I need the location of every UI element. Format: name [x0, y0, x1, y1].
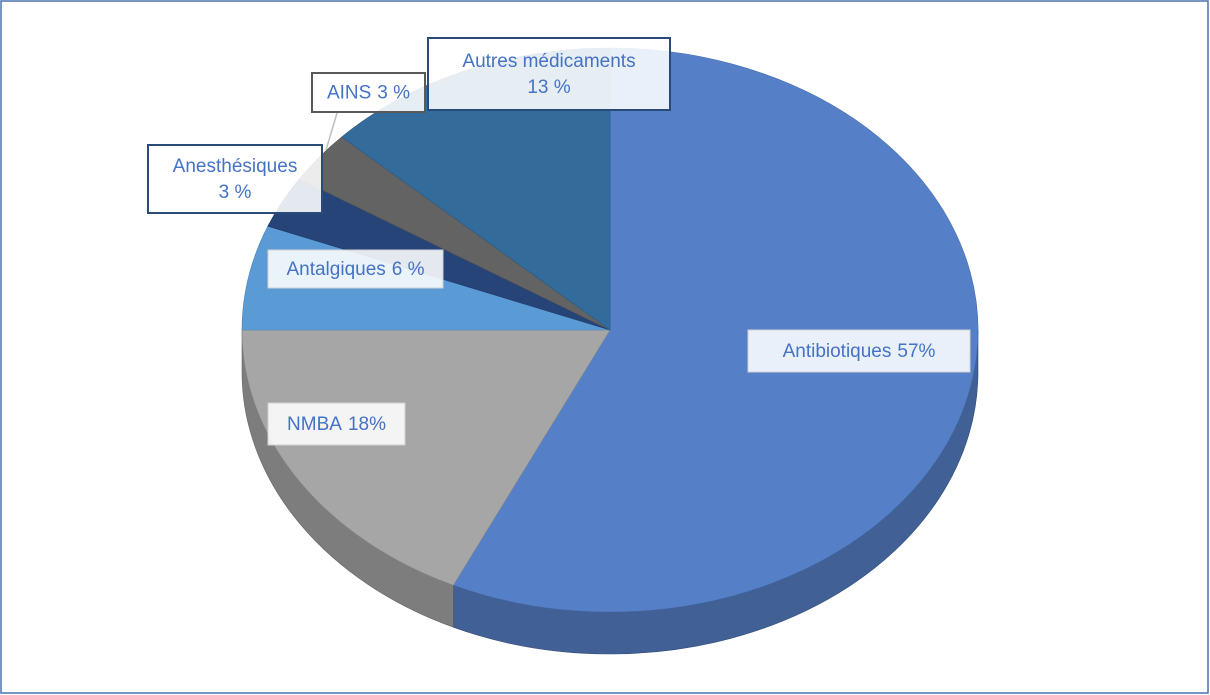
data-label: Antalgiques 6 %	[286, 259, 424, 280]
data-label: Antibiotiques 57%	[783, 341, 936, 362]
label-value: 18%	[348, 414, 386, 435]
label-value: 13 %	[527, 77, 570, 98]
label-box	[747, 329, 971, 373]
label-value: 3 %	[219, 182, 252, 203]
label-box	[267, 402, 406, 446]
label-name: Anesthésiques	[173, 156, 298, 177]
label-box	[427, 37, 671, 111]
slice	[452, 47, 979, 613]
label-value: 6 %	[392, 259, 425, 280]
label-name: Autres médicaments	[462, 51, 635, 72]
slice	[241, 329, 611, 586]
data-label: NMBA 18%	[287, 414, 386, 435]
leader-line	[325, 112, 338, 151]
label-name: NMBA	[287, 414, 342, 435]
label-value: 57%	[897, 341, 935, 362]
data-label: AINS 3 %	[327, 83, 410, 104]
label-box	[311, 72, 426, 113]
label-name: Antibiotiques	[783, 341, 892, 362]
label-value: 3 %	[377, 83, 410, 104]
label-name: AINS	[327, 83, 371, 104]
label-name: Antalgiques	[286, 259, 385, 280]
data-labels: Antibiotiques 57% NMBA 18% Antalgiques 6 % Ane…	[147, 37, 971, 446]
label-box	[147, 144, 323, 214]
label-box	[267, 249, 444, 289]
